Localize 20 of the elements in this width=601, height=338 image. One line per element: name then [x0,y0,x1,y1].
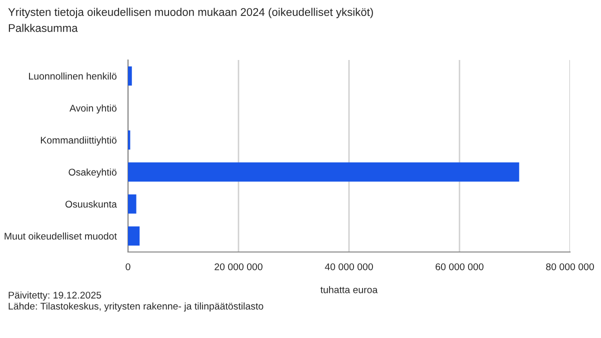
text: Lähde: Tilastokeskus, yritysten rakenne- ja tilinpäätöstilasto [8,302,264,312]
y-tick-label: Osuuskunta [65,200,117,208]
x-tick-label: 20 000 000 [214,263,262,270]
y-tick-label: Luonnollinen henkilö [29,72,116,80]
y-tick-label: Kommandiittiyhtiö [40,136,116,146]
chart-subtitle: Palkkasumma [8,24,78,32]
bar [128,162,520,182]
chart-title: Yritysten tietoja oikeudellisen muodon mukaan 2024 (oikeudelliset yksiköt) [8,8,373,18]
x-tick-label: 0 [126,263,130,270]
x-tick-label: 60 000 000 [436,263,484,270]
x-axis-title: tuhatta euroa [320,286,378,294]
x-tick-label: 80 000 000 [546,263,594,270]
text: Päivitetty: 19.12.2025 [8,291,102,301]
y-tick-label: Osakeyhtiö [68,168,116,178]
y-tick-label: Muut oikeudelliset muodot [4,232,117,240]
bar [128,194,136,214]
y-tick-label: Avoin yhtiö [70,104,116,114]
x-tick-label: 40 000 000 [324,263,373,270]
bar [128,66,132,86]
bar [128,226,140,246]
